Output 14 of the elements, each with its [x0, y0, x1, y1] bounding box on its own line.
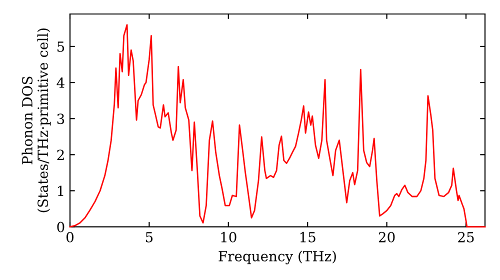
- y-tick-label: 3: [57, 114, 64, 124]
- y-tick-label: 0: [57, 222, 64, 232]
- x-axis-title: Frequency (THz): [218, 250, 336, 264]
- x-tick-label: 20: [378, 232, 395, 242]
- y-tick-label: 1: [58, 186, 64, 196]
- y-axis-title: Phonon DOS (States/THz·primitive cell): [22, 28, 51, 212]
- y-tick-label: 2: [57, 150, 64, 160]
- y-tick-label: 4: [56, 77, 64, 88]
- y-tick-label: 5: [57, 42, 64, 52]
- x-tick-label: 25: [458, 232, 474, 242]
- x-tick-label: 10: [221, 232, 236, 242]
- x-tick-label: 15: [300, 232, 316, 242]
- x-tick-label: 5: [146, 232, 153, 242]
- x-tick-label: 0: [66, 232, 74, 242]
